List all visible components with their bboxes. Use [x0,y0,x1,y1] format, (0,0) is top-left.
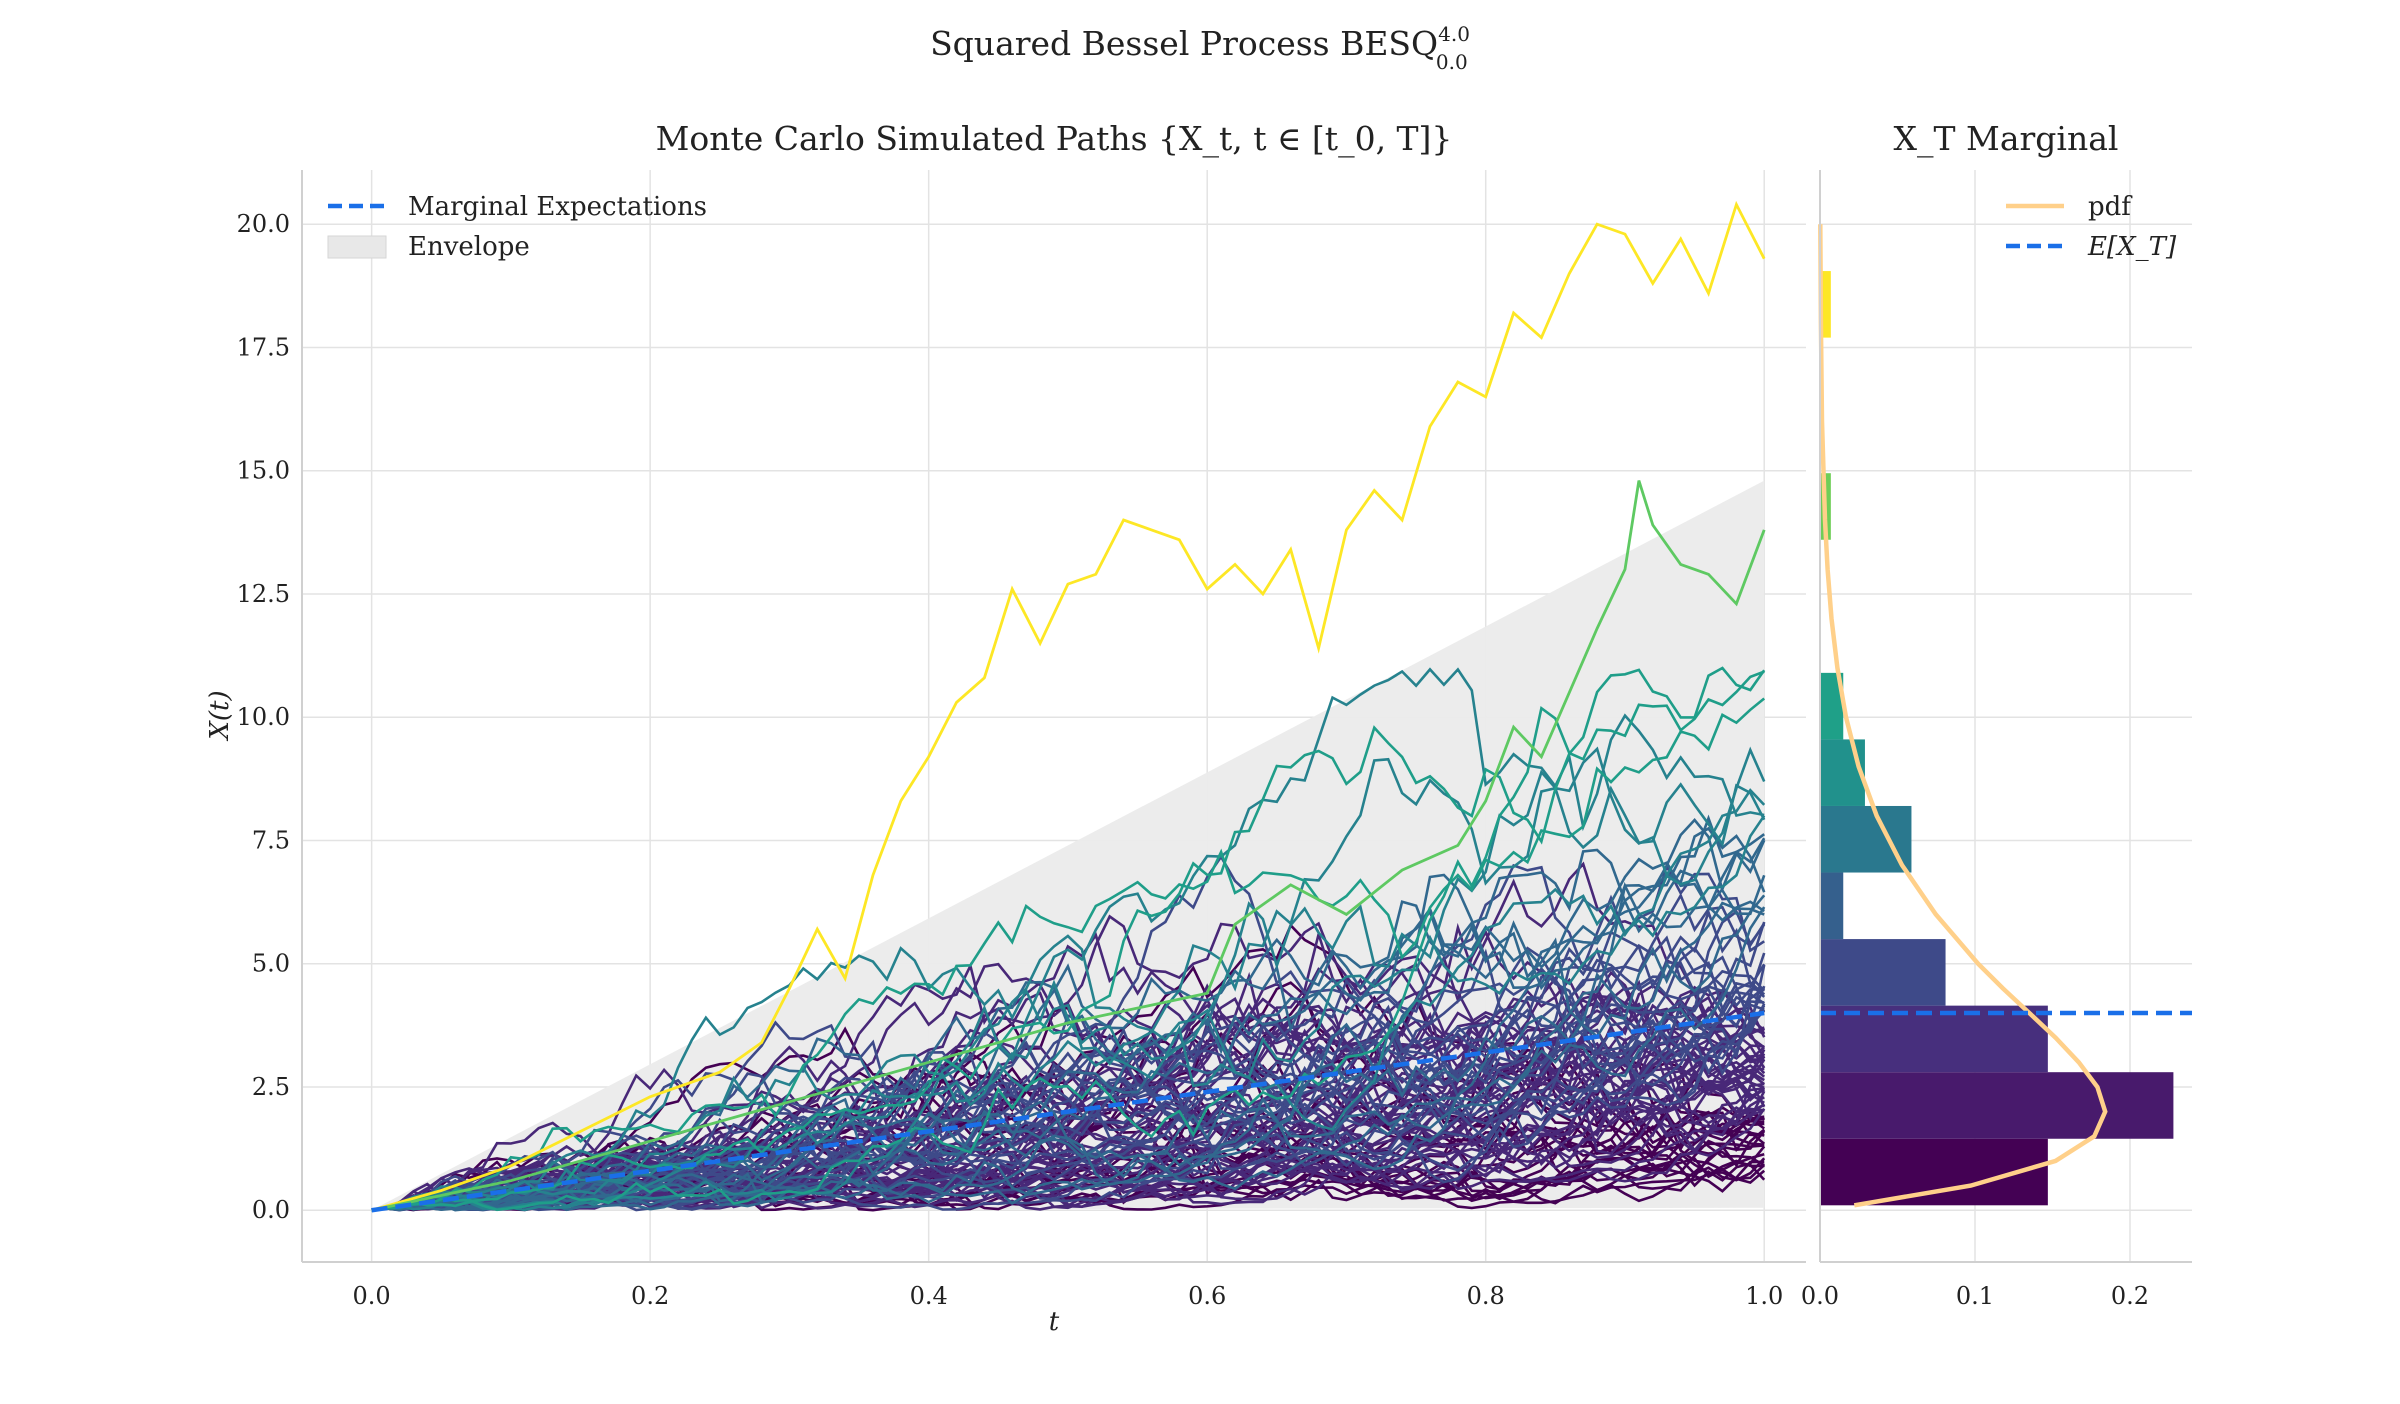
simulated-path [371,746,1766,1212]
marginal-title: X_T Marginal [1894,119,2119,159]
simulated-path [371,666,1766,1212]
simulated-path [371,1060,1765,1212]
highlighted-path [371,480,1766,1212]
highlighted-path [371,200,1766,1212]
histogram-bar [1820,271,1831,338]
paths-x-tick-label: 0.2 [631,1282,669,1310]
paths-x-tick-label: 1.0 [1745,1282,1783,1310]
paths-x-tick-label: 0.8 [1467,1282,1505,1310]
simulated-path [371,746,1766,1212]
paths-y-tick-label: 7.5 [252,826,290,854]
marginal-panel: 0.0 0.1 0.2 X_T Marginal pdf E[X_T] [1801,119,2192,1310]
legend-swatch-envelope [327,235,387,259]
pdf-curve [1818,224,2108,1208]
marginal-x-ticks: 0.0 0.1 0.2 [1801,1282,2149,1310]
paths-y-tick-label: 2.5 [252,1073,290,1101]
paths-y-axis-label: X(t) [205,690,235,741]
legend-label-envelope: Envelope [408,232,530,262]
simulated-path [371,894,1766,1212]
envelope-area [371,480,1765,1211]
paths-y-tick-label: 0.0 [252,1196,290,1224]
simulated-path [371,814,1766,1212]
simulated-path [371,863,1766,1212]
marginal-expectation-line [371,1010,1765,1213]
histogram-bar [1820,939,1946,1006]
paths-y-tick-label: 12.5 [237,580,290,608]
simulated-path [371,670,1765,1212]
simulated-path [371,986,1765,1212]
histogram-bar [1820,739,1865,806]
simulated-path [371,814,1766,1212]
paths-x-ticks: 0.0 0.2 0.4 0.6 0.8 1.0 [353,1282,1784,1310]
simulated-paths [371,200,1766,1212]
legend-label-pdf: pdf [2088,192,2133,222]
simulated-path [371,833,1765,1212]
simulated-path [371,697,1766,1212]
simulated-path [371,964,1766,1212]
paths-legend: Marginal Expectations Envelope [327,192,707,262]
paths-x-axis-label: t [1049,1307,1060,1337]
figure-title: Squared Bessel Process BESQ4.0 0.0 [930,22,1470,74]
histogram-bar [1820,872,1844,940]
figure-title-superscript: 4.0 [1438,22,1470,46]
marginal-x-tick-label: 0.0 [1801,1282,1839,1310]
paths-y-tick-label: 5.0 [252,950,290,978]
paths-x-tick-label: 0.0 [353,1282,391,1310]
simulated-path [371,818,1766,1212]
figure-title-main: Squared Bessel Process BESQ [930,24,1438,63]
simulated-path [371,839,1766,1212]
histogram-bar [1820,1005,2048,1073]
histogram-bar [1820,805,1912,873]
histogram-bar [1820,672,1844,740]
simulated-path [371,988,1766,1212]
paths-y-tick-label: 17.5 [237,333,290,361]
paths-y-tick-label: 10.0 [237,703,290,731]
paths-panel: 0.0 0.2 0.4 0.6 0.8 1.0 0.0 2.5 5.0 7.5 10.0 12.5 1… [205,119,1806,1337]
simulated-path [371,826,1766,1212]
marginal-histogram [1820,271,2174,1206]
figure-title-subscript: 0.0 [1436,50,1468,74]
paths-y-tick-label: 20.0 [237,210,290,238]
marginal-x-tick-label: 0.1 [1956,1282,1994,1310]
simulated-path [371,997,1765,1212]
legend-label-expectation: Marginal Expectations [408,192,707,222]
paths-y-ticks: 0.0 2.5 5.0 7.5 10.0 12.5 15.0 17.5 20.0 [237,210,290,1224]
paths-y-tick-label: 15.0 [237,457,290,485]
paths-title: Monte Carlo Simulated Paths {X_t, t ∈ [t… [656,119,1453,159]
paths-x-tick-label: 0.4 [910,1282,948,1310]
marginal-legend: pdf E[X_T] [2006,192,2177,262]
paths-x-tick-label: 0.6 [1188,1282,1226,1310]
marginal-x-tick-label: 0.2 [2111,1282,2149,1310]
legend-label-expectation-marginal: E[X_T] [2087,232,2177,262]
histogram-bar [1820,1072,2174,1139]
